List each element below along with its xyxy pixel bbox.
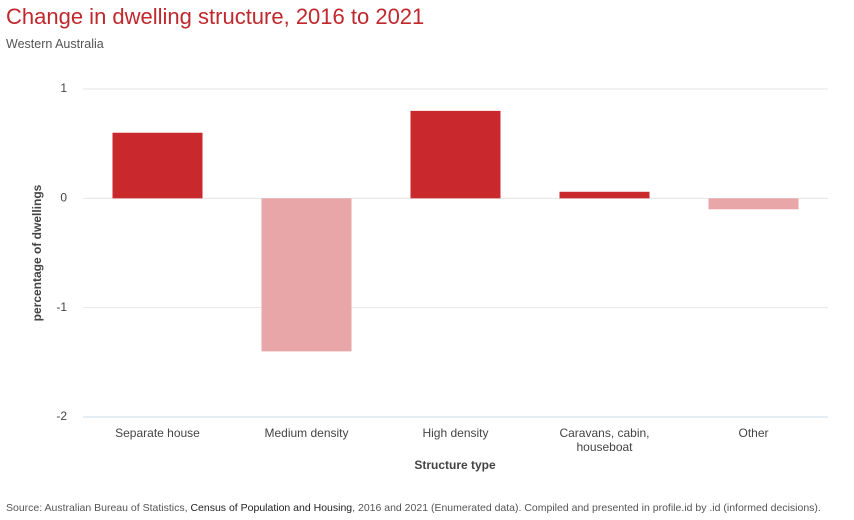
chart-title: Change in dwelling structure, 2016 to 20… [6,4,425,29]
bar [112,132,203,199]
x-tick-label: Medium density [264,426,349,440]
y-tick-label: 1 [60,81,67,95]
x-tick-label: Separate house [115,426,200,440]
bar [708,198,799,210]
y-tick-label: -1 [56,300,67,314]
source-text: , 2016 and 2021 (Enumerated data). Compi… [352,502,821,514]
y-tick-label: -2 [56,409,67,423]
x-axis-title: Structure type [414,458,496,472]
y-tick-label: 0 [60,191,67,205]
source-emphasis: Census of Population and Housing [190,502,353,514]
x-tick-label: High density [422,426,489,440]
x-tick-label: Other [738,426,769,440]
chart: percentage of dwellings Structure type 1… [30,81,828,472]
source-note: Source: Australian Bureau of Statistics,… [6,502,821,514]
y-axis-title: percentage of dwellings [30,184,44,321]
x-tick-label: Caravans, cabin, houseboat [559,426,650,454]
bar [261,198,352,352]
bar [410,110,501,199]
bar [559,191,650,199]
source-text: Source: Australian Bureau of Statistics, [6,502,191,514]
chart-subtitle: Western Australia [6,37,104,51]
